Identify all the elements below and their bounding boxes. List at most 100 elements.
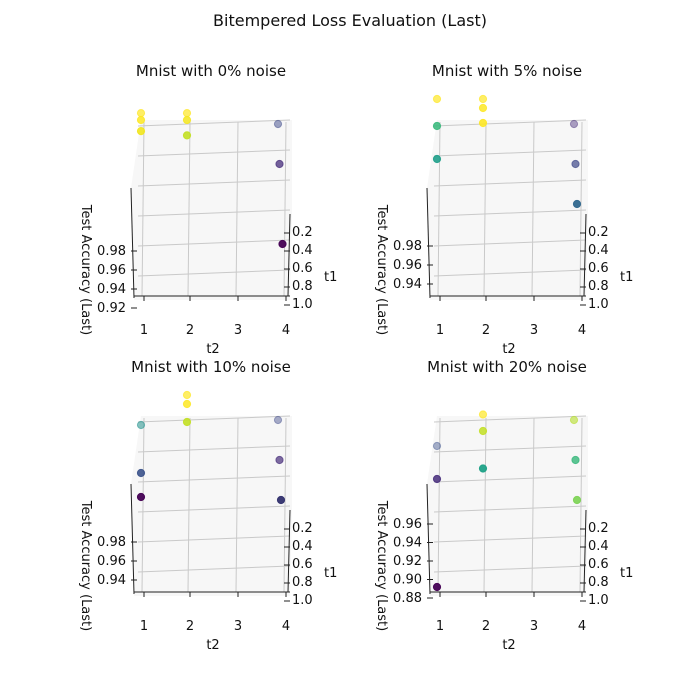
data-point xyxy=(183,116,190,123)
x-tick-label: 1 xyxy=(436,323,444,338)
data-point xyxy=(137,116,144,123)
z-axis-label: Test Accuracy (Last) xyxy=(78,500,93,631)
x-axis-label: t2 xyxy=(206,342,219,357)
z-tick-label: 0.96 xyxy=(393,258,422,273)
z-tick-label: 0.98 xyxy=(97,244,126,259)
x-axis-label: t2 xyxy=(502,342,515,357)
data-point xyxy=(570,416,577,423)
data-point xyxy=(183,110,190,117)
figure-canvas: Mnist with 0% noise 1 2 3 4 t2 0.2 0.4 0.6 0.8 1.0… xyxy=(0,0,700,700)
z-tick-label: 0.96 xyxy=(97,554,126,569)
y-tick-label: 0.6 xyxy=(292,261,313,276)
y-tick-label: 0.8 xyxy=(292,575,313,590)
y-tick-label: 0.6 xyxy=(588,261,609,276)
data-point xyxy=(277,496,284,503)
data-point xyxy=(573,200,580,207)
x-tick-label: 4 xyxy=(282,323,290,338)
y-tick-label: 1.0 xyxy=(292,593,313,608)
subplot-title: Mnist with 5% noise xyxy=(432,62,582,80)
subplot-3: Mnist with 10% noise1 2 3 4t20.20.40.60.81.… xyxy=(78,358,337,653)
data-point xyxy=(137,110,144,117)
z-axis-label: Test Accuracy (Last) xyxy=(374,500,389,631)
y-tick-label: 1.0 xyxy=(588,297,609,312)
data-point xyxy=(183,132,190,139)
z-axis-label: Test Accuracy (Last) xyxy=(78,204,93,335)
data-point xyxy=(479,104,486,111)
data-point xyxy=(572,160,579,167)
data-point xyxy=(276,160,283,167)
x-tick-label: 2 xyxy=(482,323,490,338)
data-point xyxy=(183,400,190,407)
data-point xyxy=(570,120,577,127)
y-tick-label: 0.4 xyxy=(292,539,313,554)
data-point xyxy=(479,465,486,472)
x-tick-label: 3 xyxy=(530,323,538,338)
y-axis-label: t1 xyxy=(324,566,337,581)
data-point xyxy=(183,418,190,425)
z-tick-label: 0.98 xyxy=(97,535,126,550)
z-tick-label: 0.92 xyxy=(97,301,126,316)
data-point xyxy=(274,120,281,127)
x-tick-label: 2 xyxy=(186,323,194,338)
data-point xyxy=(274,416,281,423)
y-tick-label: 0.6 xyxy=(292,557,313,572)
z-tick-label: 0.96 xyxy=(393,517,422,532)
y-tick-label: 0.4 xyxy=(588,539,609,554)
y-tick-label: 0.2 xyxy=(292,521,313,536)
z-tick-label: 0.94 xyxy=(97,573,126,588)
x-tick-label: 3 xyxy=(530,619,538,634)
subplot-4: Mnist with 20% noise1 2 3 4t20.20.40.60.81.… xyxy=(374,358,633,653)
data-point xyxy=(573,496,580,503)
y-tick-label: 0.4 xyxy=(292,243,313,258)
subplot-2: Mnist with 5% noise 1 2 3 4 t2 0.2 0.4 0.6 0.8 1.0… xyxy=(374,62,633,357)
subplot-1: Mnist with 0% noise 1 2 3 4 t2 0.2 0.4 0.6 0.8 1.0… xyxy=(78,62,337,357)
data-point xyxy=(479,411,486,418)
x-tick-label: 1 xyxy=(140,619,148,634)
y-tick-label: 1.0 xyxy=(588,593,609,608)
y-tick-label: 0.4 xyxy=(588,243,609,258)
data-point xyxy=(137,469,144,476)
data-point xyxy=(433,442,440,449)
data-point xyxy=(433,122,440,129)
y-axis-label: t1 xyxy=(620,270,633,285)
x-axis-label: t2 xyxy=(206,638,219,653)
y-tick-label: 0.8 xyxy=(588,575,609,590)
y-tick-label: 0.2 xyxy=(588,521,609,536)
y-tick-label: 1.0 xyxy=(292,297,313,312)
z-tick-label: 0.94 xyxy=(393,536,422,551)
y-axis-label: t1 xyxy=(324,270,337,285)
y-tick-label: 0.8 xyxy=(588,279,609,294)
z-tick-label: 0.94 xyxy=(393,277,422,292)
data-point xyxy=(137,493,144,500)
y-tick-label: 0.6 xyxy=(588,557,609,572)
x-tick-label: 1 xyxy=(436,619,444,634)
data-point xyxy=(137,421,144,428)
x-tick-label: 3 xyxy=(234,323,242,338)
x-tick-label: 2 xyxy=(186,619,194,634)
z-tick-label: 0.88 xyxy=(393,591,422,606)
data-point xyxy=(479,119,486,126)
x-tick-label: 1 xyxy=(140,323,148,338)
z-tick-label: 0.90 xyxy=(393,573,422,588)
x-tick-label: 4 xyxy=(578,619,586,634)
data-point xyxy=(433,155,440,162)
z-tick-label: 0.96 xyxy=(97,263,126,278)
data-point xyxy=(433,583,440,590)
data-point xyxy=(276,456,283,463)
data-point xyxy=(572,456,579,463)
z-axis-label: Test Accuracy (Last) xyxy=(374,204,389,335)
y-tick-label: 0.2 xyxy=(588,225,609,240)
data-point xyxy=(137,128,144,135)
y-axis-label: t1 xyxy=(620,566,633,581)
z-tick-label: 0.94 xyxy=(97,282,126,297)
subplot-title: Mnist with 0% noise xyxy=(136,62,286,80)
data-point xyxy=(183,391,190,398)
data-point xyxy=(433,475,440,482)
data-point xyxy=(479,427,486,434)
data-point xyxy=(433,95,440,102)
x-tick-label: 4 xyxy=(578,323,586,338)
y-tick-label: 0.2 xyxy=(292,225,313,240)
x-axis-label: t2 xyxy=(502,638,515,653)
x-tick-label: 2 xyxy=(482,619,490,634)
y-tick-label: 0.8 xyxy=(292,279,313,294)
